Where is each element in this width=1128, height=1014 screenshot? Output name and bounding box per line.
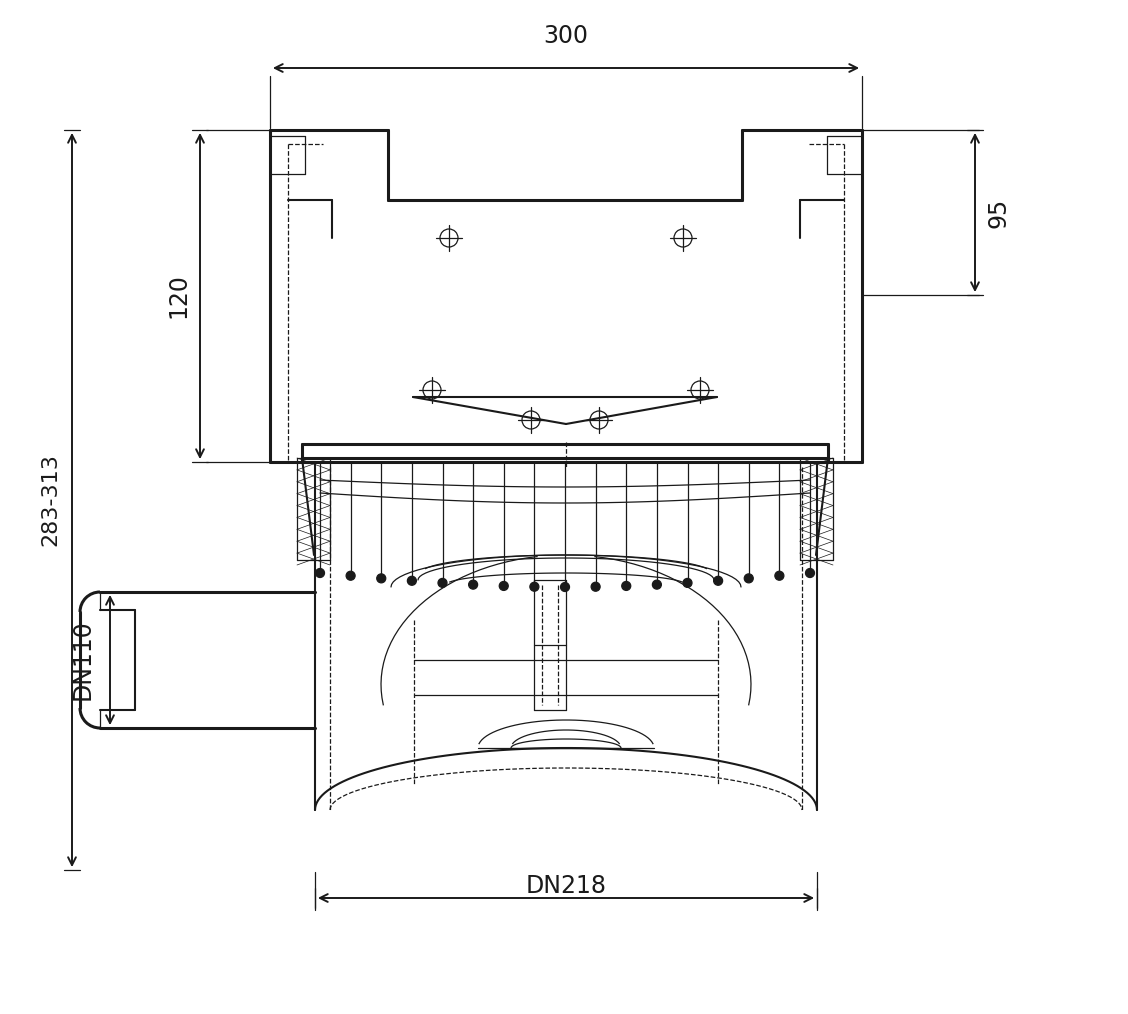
Circle shape xyxy=(407,576,416,585)
Text: 300: 300 xyxy=(544,24,589,48)
Text: 283-313: 283-313 xyxy=(39,453,60,547)
Circle shape xyxy=(561,582,570,591)
Circle shape xyxy=(591,582,600,591)
Text: 120: 120 xyxy=(166,274,190,318)
Circle shape xyxy=(316,569,325,578)
Circle shape xyxy=(652,580,661,589)
Circle shape xyxy=(805,569,814,578)
Text: 95: 95 xyxy=(986,198,1010,227)
Circle shape xyxy=(775,571,784,580)
Text: DN218: DN218 xyxy=(526,874,607,898)
Circle shape xyxy=(622,581,631,590)
Circle shape xyxy=(438,578,447,587)
Circle shape xyxy=(530,582,539,591)
Circle shape xyxy=(714,576,723,585)
Circle shape xyxy=(682,578,691,587)
Circle shape xyxy=(744,574,754,583)
Circle shape xyxy=(468,580,477,589)
Circle shape xyxy=(377,574,386,583)
Circle shape xyxy=(500,581,509,590)
Text: DN110: DN110 xyxy=(71,620,95,701)
Circle shape xyxy=(346,571,355,580)
